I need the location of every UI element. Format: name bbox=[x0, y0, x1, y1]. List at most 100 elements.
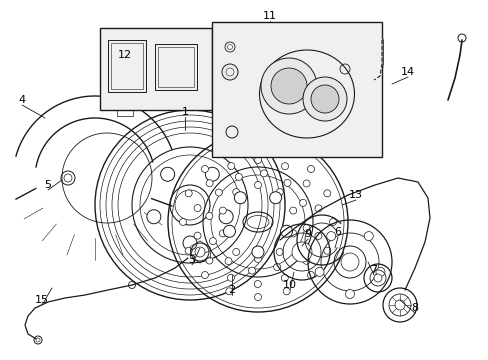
Circle shape bbox=[314, 267, 324, 276]
Circle shape bbox=[227, 45, 232, 49]
Circle shape bbox=[248, 267, 255, 274]
Circle shape bbox=[185, 247, 192, 254]
Circle shape bbox=[375, 267, 384, 276]
Text: 14: 14 bbox=[400, 67, 414, 77]
Text: 2: 2 bbox=[228, 285, 235, 295]
Circle shape bbox=[194, 232, 201, 239]
Text: 10: 10 bbox=[283, 280, 296, 290]
Text: 5: 5 bbox=[44, 180, 51, 190]
Bar bbox=[158, 47, 194, 87]
Circle shape bbox=[227, 274, 234, 281]
Circle shape bbox=[307, 271, 314, 279]
Circle shape bbox=[293, 248, 300, 255]
Circle shape bbox=[175, 190, 204, 220]
Circle shape bbox=[291, 242, 311, 262]
Circle shape bbox=[254, 181, 261, 189]
Circle shape bbox=[254, 256, 261, 262]
Circle shape bbox=[223, 225, 235, 237]
Circle shape bbox=[310, 85, 338, 113]
Circle shape bbox=[185, 190, 192, 197]
Circle shape bbox=[269, 192, 281, 204]
Circle shape bbox=[194, 204, 201, 212]
Circle shape bbox=[219, 207, 226, 214]
Circle shape bbox=[36, 338, 40, 342]
Circle shape bbox=[394, 300, 404, 310]
Circle shape bbox=[183, 236, 197, 250]
Circle shape bbox=[225, 288, 232, 295]
Text: 4: 4 bbox=[19, 95, 25, 105]
Text: 7: 7 bbox=[370, 265, 377, 275]
Circle shape bbox=[281, 163, 288, 170]
Circle shape bbox=[283, 288, 289, 295]
Circle shape bbox=[273, 264, 280, 271]
Bar bbox=[212, 22, 381, 157]
Circle shape bbox=[340, 253, 358, 271]
Text: 3: 3 bbox=[188, 255, 195, 265]
Circle shape bbox=[195, 247, 204, 257]
Circle shape bbox=[270, 68, 306, 104]
Circle shape bbox=[206, 180, 213, 187]
Text: 8: 8 bbox=[410, 303, 418, 313]
Circle shape bbox=[364, 231, 372, 240]
Bar bbox=[117, 102, 133, 116]
Circle shape bbox=[260, 170, 267, 177]
Circle shape bbox=[205, 257, 212, 264]
Circle shape bbox=[254, 157, 261, 163]
Circle shape bbox=[251, 246, 264, 258]
Circle shape bbox=[303, 180, 309, 187]
Circle shape bbox=[201, 166, 208, 172]
Circle shape bbox=[179, 219, 186, 225]
Text: 1: 1 bbox=[181, 107, 188, 117]
Circle shape bbox=[314, 233, 321, 239]
Circle shape bbox=[146, 210, 161, 224]
Circle shape bbox=[254, 293, 261, 301]
Text: 15: 15 bbox=[35, 295, 49, 305]
Bar bbox=[108, 40, 146, 92]
Circle shape bbox=[219, 210, 233, 224]
Circle shape bbox=[289, 230, 296, 237]
Circle shape bbox=[227, 163, 234, 170]
Circle shape bbox=[345, 289, 354, 298]
Bar bbox=[155, 44, 197, 90]
Text: 12: 12 bbox=[118, 50, 132, 60]
Circle shape bbox=[161, 167, 174, 181]
Circle shape bbox=[302, 257, 309, 264]
Circle shape bbox=[205, 167, 219, 181]
Circle shape bbox=[254, 144, 261, 150]
Circle shape bbox=[323, 247, 330, 254]
Circle shape bbox=[307, 166, 314, 172]
Circle shape bbox=[209, 238, 216, 245]
Circle shape bbox=[201, 271, 208, 279]
Circle shape bbox=[289, 207, 296, 214]
Bar bbox=[100, 28, 212, 110]
Text: 11: 11 bbox=[263, 11, 276, 21]
Circle shape bbox=[261, 58, 316, 114]
Circle shape bbox=[205, 212, 212, 220]
Circle shape bbox=[235, 174, 242, 180]
Circle shape bbox=[219, 230, 226, 237]
Circle shape bbox=[303, 225, 309, 231]
Circle shape bbox=[326, 231, 335, 240]
Text: 6: 6 bbox=[334, 227, 341, 237]
Circle shape bbox=[281, 274, 287, 282]
Circle shape bbox=[323, 190, 330, 197]
Circle shape bbox=[215, 189, 222, 196]
Circle shape bbox=[299, 199, 306, 206]
Circle shape bbox=[276, 189, 283, 195]
Circle shape bbox=[62, 133, 152, 223]
Circle shape bbox=[283, 149, 289, 156]
Circle shape bbox=[225, 149, 232, 156]
Bar bbox=[111, 43, 142, 89]
Circle shape bbox=[224, 258, 231, 265]
Circle shape bbox=[280, 225, 292, 237]
Circle shape bbox=[64, 174, 72, 182]
Circle shape bbox=[232, 248, 239, 256]
Circle shape bbox=[303, 77, 346, 121]
Circle shape bbox=[314, 205, 321, 212]
Circle shape bbox=[254, 280, 261, 288]
Circle shape bbox=[373, 274, 381, 282]
Circle shape bbox=[234, 192, 246, 204]
Text: 13: 13 bbox=[348, 190, 362, 200]
Text: 9: 9 bbox=[304, 229, 311, 239]
Circle shape bbox=[329, 219, 336, 225]
